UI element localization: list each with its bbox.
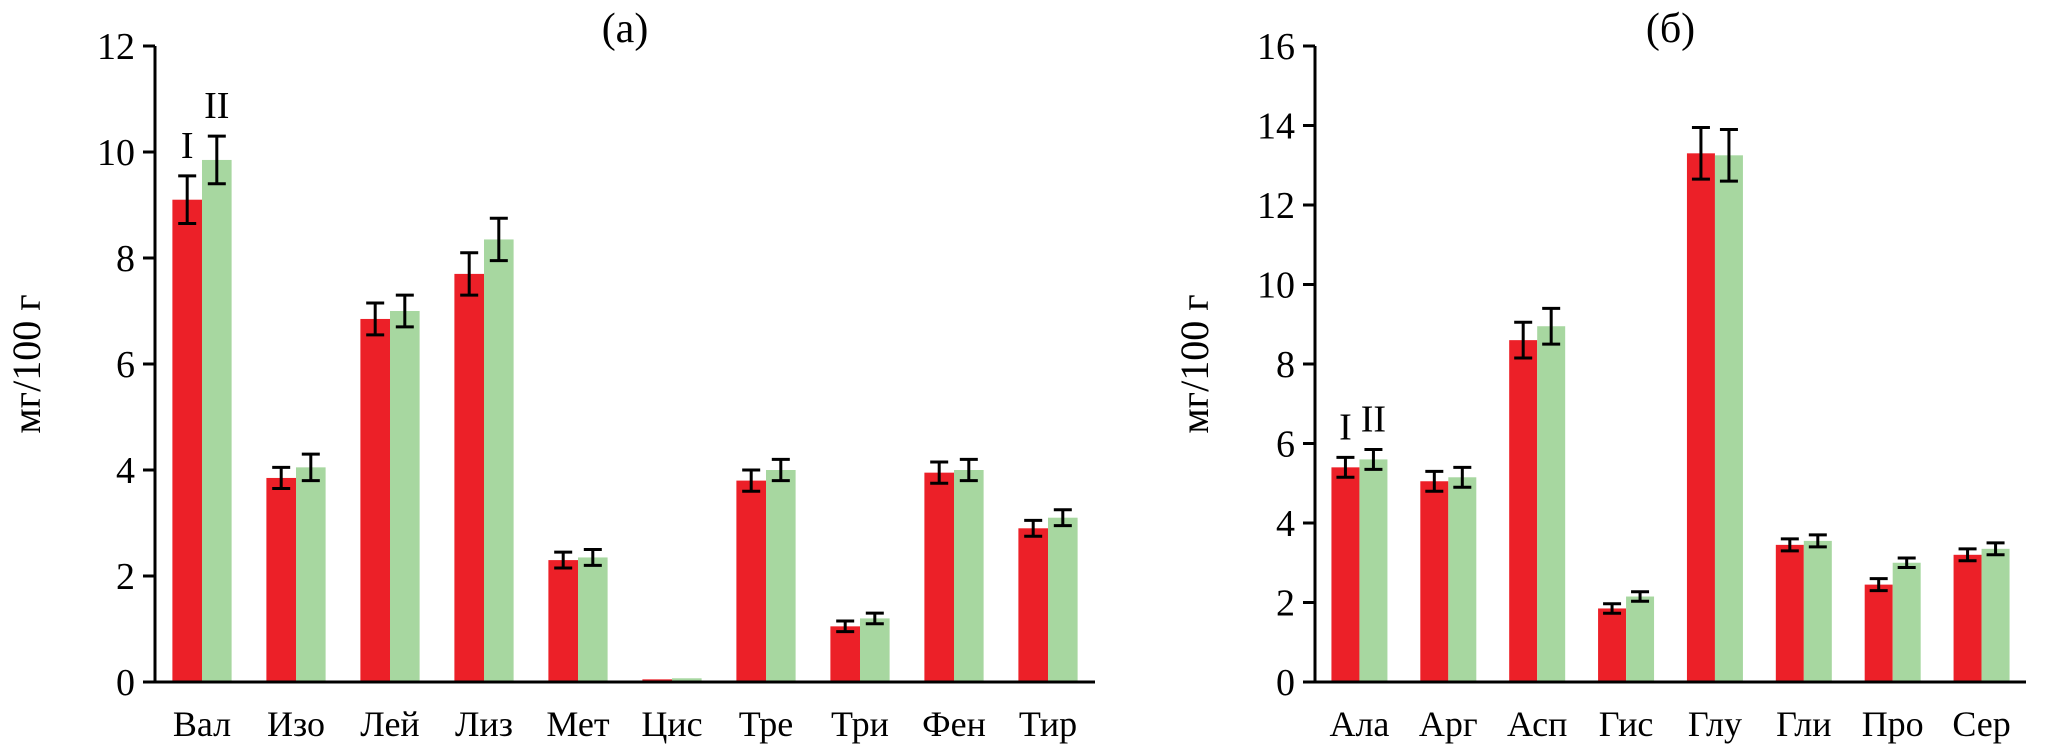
bar-II-Мет (578, 557, 608, 682)
y-axis-title: мг/100 г (4, 294, 49, 433)
panel-a-essential-amino-acids: 0 2 4 6 8 10 12 Вал Изо Лей Лиз Мет Цис Тре Три Фен Тир м… (4, 6, 1095, 744)
bar-I-Про (1864, 584, 1893, 682)
category-label-Гли: Гли (1776, 704, 1831, 744)
category-label-Вал: Вал (173, 704, 231, 744)
bar-II-Вал (202, 159, 232, 682)
y-tick-label: 10 (97, 132, 135, 174)
panel-title: (б) (1646, 6, 1695, 52)
bar-II-Лиз (484, 239, 514, 682)
category-label-Изо: Изо (267, 704, 325, 744)
series-marker-II: II (1361, 398, 1386, 440)
y-tick-label: 0 (116, 662, 135, 704)
y-tick-label: 6 (1276, 424, 1295, 466)
bar-II-Глу (1714, 155, 1743, 682)
bar-I-Лиз (454, 273, 484, 682)
category-label-Арг: Арг (1419, 704, 1478, 744)
category-label-Глу: Глу (1688, 704, 1742, 744)
y-tick-label: 2 (1276, 583, 1295, 625)
series-marker-I: I (1339, 406, 1352, 448)
bar-II-Гли (1803, 540, 1832, 682)
bar-II-Тир (1048, 517, 1078, 682)
bar-I-Асп (1509, 340, 1538, 682)
bar-I-Глу (1686, 153, 1715, 682)
bar-I-Гис (1598, 608, 1627, 682)
series-marker-II: II (204, 85, 229, 127)
bar-I-Тир (1018, 528, 1048, 682)
category-label-Лей: Лей (360, 704, 419, 744)
y-tick-label: 4 (116, 450, 135, 492)
bar-II-Арг (1448, 477, 1477, 682)
bar-II-Тре (766, 470, 796, 682)
bar-I-Лей (360, 318, 390, 682)
bar-II-Изо (296, 467, 326, 682)
bar-II-Ала (1359, 459, 1388, 682)
bar-II-Гис (1626, 596, 1655, 682)
y-tick-label: 8 (116, 238, 135, 280)
bar-II-Асп (1537, 326, 1566, 682)
y-tick-label: 12 (97, 26, 135, 68)
category-label-Тре: Тре (739, 704, 794, 744)
chart-svg-(а): 0 2 4 6 8 10 12 Вал Изо Лей Лиз Мет Цис Тре Три Фен Тир м… (4, 6, 1095, 744)
y-tick-label: 6 (116, 344, 135, 386)
bar-I-Мет (548, 560, 578, 682)
category-label-Мет: Мет (546, 704, 610, 744)
bar-II-Лей (390, 311, 420, 682)
y-tick-label: 10 (1257, 265, 1295, 307)
bar-I-Арг (1420, 481, 1449, 682)
category-label-Тир: Тир (1019, 704, 1077, 744)
y-tick-label: 12 (1257, 185, 1295, 227)
y-tick-label: 2 (116, 556, 135, 598)
y-tick-label: 0 (1276, 662, 1295, 704)
bar-I-Гли (1775, 544, 1804, 682)
bar-I-Изо (266, 477, 296, 682)
category-label-Три: Три (831, 704, 889, 744)
bar-I-Сер (1953, 554, 1982, 682)
category-label-Сер: Сер (1952, 704, 2010, 744)
bar-II-Цис (672, 678, 702, 682)
bar-I-Вал (172, 199, 202, 682)
category-label-Про: Про (1862, 704, 1924, 744)
bar-I-Фен (924, 472, 954, 682)
y-axis-title: мг/100 г (1172, 294, 1217, 433)
chart-svg-(б): 0 2 4 6 8 10 12 14 16 Ала Арг Асп Гис Глу Гли Про Сер мг/… (1172, 6, 2026, 744)
bar-I-Тре (736, 480, 766, 682)
bar-II-Про (1892, 562, 1921, 682)
category-label-Гис: Гис (1599, 704, 1654, 744)
y-tick-label: 14 (1257, 106, 1295, 148)
y-tick-label: 16 (1257, 26, 1295, 68)
panel-title: (а) (602, 6, 649, 52)
category-label-Цис: Цис (641, 704, 702, 744)
category-label-Лиз: Лиз (455, 704, 513, 744)
bar-I-Ала (1331, 467, 1360, 682)
y-tick-label: 4 (1276, 503, 1295, 545)
bar-II-Три (860, 618, 890, 682)
bar-I-Три (830, 626, 860, 682)
y-tick-label: 8 (1276, 344, 1295, 386)
category-label-Ала: Ала (1329, 704, 1389, 744)
category-label-Фен: Фен (922, 704, 986, 744)
series-marker-I: I (181, 125, 194, 167)
panel-b-nonessential-amino-acids: 0 2 4 6 8 10 12 14 16 Ала Арг Асп Гис Глу Гли Про Сер мг/… (1130, 0, 2061, 751)
bar-II-Фен (954, 470, 984, 682)
category-label-Асп: Асп (1507, 704, 1567, 744)
bar-II-Сер (1981, 548, 2010, 682)
